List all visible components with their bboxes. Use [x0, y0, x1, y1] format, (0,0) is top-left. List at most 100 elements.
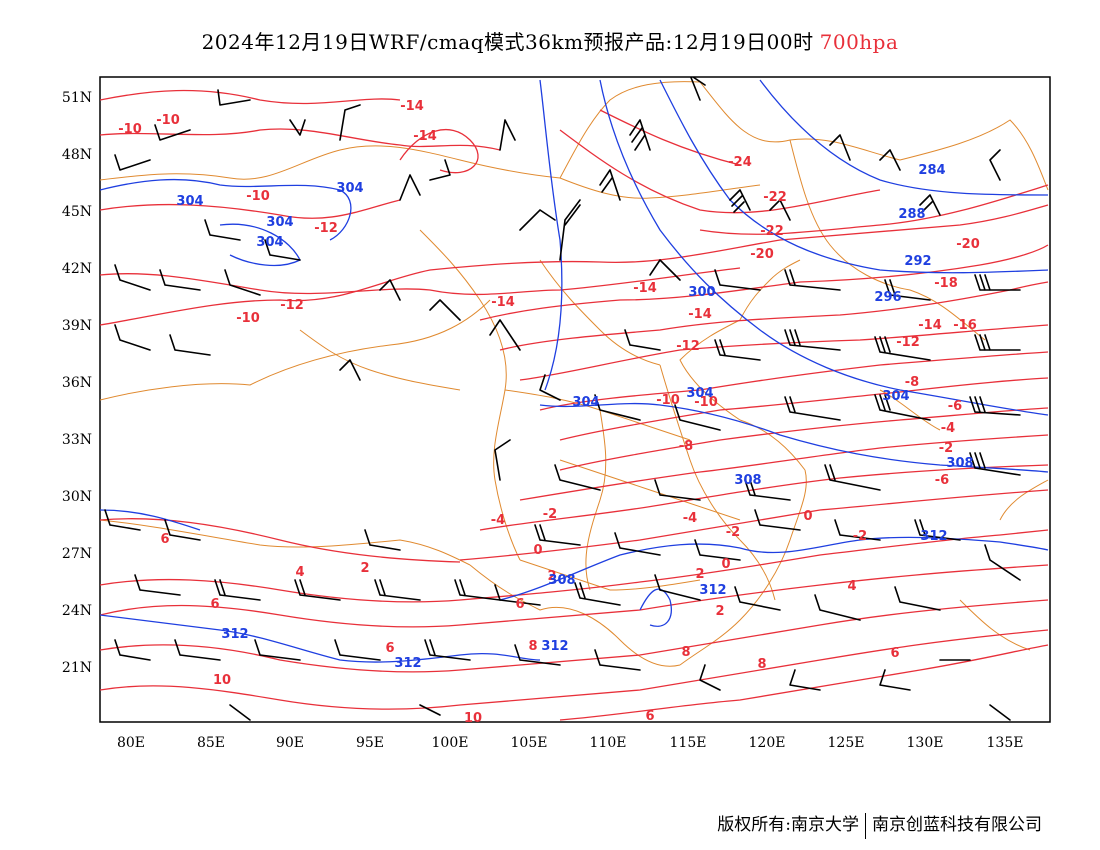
temperature-contour-label: 0	[803, 509, 812, 524]
temperature-contour-label: -22	[763, 190, 787, 205]
temperature-contour-label: -14	[413, 129, 437, 144]
temperature-contour-label: 0	[533, 543, 542, 558]
temperature-contour-label: -22	[760, 224, 784, 239]
temperature-contour-label: 4	[295, 565, 304, 580]
lon-label-135e: 135E	[987, 735, 1024, 751]
lon-label-85e: 85E	[197, 735, 225, 751]
temperature-contour-label: -2	[543, 507, 557, 522]
temperature-contour-label: -20	[956, 237, 980, 252]
temperature-contour-label: 6	[645, 709, 654, 724]
lon-label-105e: 105E	[511, 735, 548, 751]
temperature-contour-label: -6	[935, 473, 949, 488]
temperature-contour-label: 6	[385, 641, 394, 656]
height-contour-label: 296	[874, 290, 901, 305]
temperature-contour-label: 6	[210, 597, 219, 612]
lon-label-125e: 125E	[828, 735, 865, 751]
lon-label-120e: 120E	[749, 735, 786, 751]
temperature-contour-label: -2	[853, 529, 867, 544]
lat-label-39n: 39N	[62, 318, 92, 334]
longitude-axis: 80E 85E 90E 95E 100E 105E 110E 115E 120E…	[117, 735, 1024, 751]
height-contour-label: 304	[256, 235, 283, 250]
lat-label-48n: 48N	[62, 147, 92, 163]
temperature-contour-label: -10	[236, 311, 260, 326]
temperature-contour-label: -4	[941, 421, 955, 436]
temperature-contour-label: 10	[213, 673, 231, 688]
lat-label-33n: 33N	[62, 432, 92, 448]
temperature-contour-label: -14	[688, 307, 712, 322]
latitude-axis: 51N 48N 45N 42N 39N 36N 33N 30N 27N 24N …	[62, 90, 92, 676]
temperature-contour-label: -10	[118, 122, 142, 137]
temperature-contour-label: -14	[491, 295, 515, 310]
temperature-contour-label: -8	[905, 375, 919, 390]
temperature-contour-label: 8	[681, 645, 690, 660]
lon-label-115e: 115E	[670, 735, 707, 751]
temperature-contour-label: 2	[715, 604, 724, 619]
height-contour-label: 288	[898, 207, 925, 222]
temperature-contour-label: 2	[695, 567, 704, 582]
temperature-contour-label: -20	[750, 247, 774, 262]
height-contour-label: 308	[734, 473, 761, 488]
temperature-contour-label: 8	[528, 639, 537, 654]
copyright-credit: 版权所有:南京大学 南京创蓝科技有限公司	[717, 810, 1042, 839]
temperature-contour-label: 2	[547, 569, 556, 584]
wind-barbs	[104, 77, 1021, 721]
height-label-layer: 3043043043043042842882922963003043043083…	[176, 163, 973, 671]
height-contour-label: 284	[918, 163, 945, 178]
height-contour-label: 312	[394, 656, 421, 671]
lat-label-24n: 24N	[62, 603, 92, 619]
temperature-contour-label: 6	[160, 532, 169, 547]
temperature-contour-label: -14	[400, 99, 424, 114]
lat-label-27n: 27N	[62, 546, 92, 562]
lon-label-95e: 95E	[356, 735, 384, 751]
temperature-contour-label: -2	[726, 525, 740, 540]
lon-label-90e: 90E	[276, 735, 304, 751]
height-contour-label: 312	[920, 529, 947, 544]
temperature-contour-label: -12	[314, 221, 338, 236]
title-main: 2024年12月19日WRF/cmaq模式36km预报产品:12月19日00时	[201, 30, 814, 54]
lon-label-130e: 130E	[907, 735, 944, 751]
temperature-contour-label: -14	[918, 318, 942, 333]
temperature-contour-label: -10	[694, 395, 718, 410]
lon-label-110e: 110E	[590, 735, 627, 751]
credit-company: 南京创蓝科技有限公司	[872, 815, 1042, 835]
temperature-contour-label: -4	[491, 513, 505, 528]
lat-label-36n: 36N	[62, 375, 92, 391]
temperature-contour-label: -14	[633, 281, 657, 296]
temperature-contour-label: -10	[656, 393, 680, 408]
temperature-contour-label: 6	[890, 646, 899, 661]
temperature-contour-label: 2	[360, 561, 369, 576]
temperature-contour-label: -6	[948, 399, 962, 414]
temperature-contour-label: 4	[847, 579, 856, 594]
height-contour-label: 304	[176, 194, 203, 209]
height-contour-label: 304	[686, 386, 713, 401]
lat-label-21n: 21N	[62, 660, 92, 676]
chart-title: 2024年12月19日WRF/cmaq模式36km预报产品:12月19日00时 7…	[0, 26, 1100, 55]
height-contour-label: 300	[688, 285, 715, 300]
temperature-contour-label: 10	[464, 711, 482, 726]
temperature-contour-label: -10	[156, 113, 180, 128]
temperature-label-layer: -10-10-14-14-10-12-12-10-14-14-24-22-22-…	[118, 99, 980, 726]
height-contour-label: 304	[336, 181, 363, 196]
height-contour-label: 312	[221, 627, 248, 642]
credit-divider	[865, 812, 866, 839]
lat-label-51n: 51N	[62, 90, 92, 106]
temperature-contour-label: -12	[896, 335, 920, 350]
temperature-contour-label: -8	[679, 439, 693, 454]
lat-label-45n: 45N	[62, 204, 92, 220]
temperature-contour-label: 6	[515, 597, 524, 612]
title-level: 700hpa	[819, 30, 899, 54]
temperature-contour-label: -10	[246, 189, 270, 204]
lon-label-80e: 80E	[117, 735, 145, 751]
height-contour-label: 304	[572, 395, 599, 410]
height-contour-label: 308	[548, 573, 575, 588]
height-contour-label: 308	[946, 456, 973, 471]
height-contour-label: 292	[904, 254, 931, 269]
temperature-contour-label: -18	[934, 276, 958, 291]
temperature-contour-label: -24	[728, 155, 752, 170]
lat-label-42n: 42N	[62, 261, 92, 277]
height-contour-label: 312	[699, 583, 726, 598]
temperature-contour-label: -12	[676, 339, 700, 354]
temperature-contour-label: 8	[757, 657, 766, 672]
temperature-contour-label: -12	[280, 298, 304, 313]
